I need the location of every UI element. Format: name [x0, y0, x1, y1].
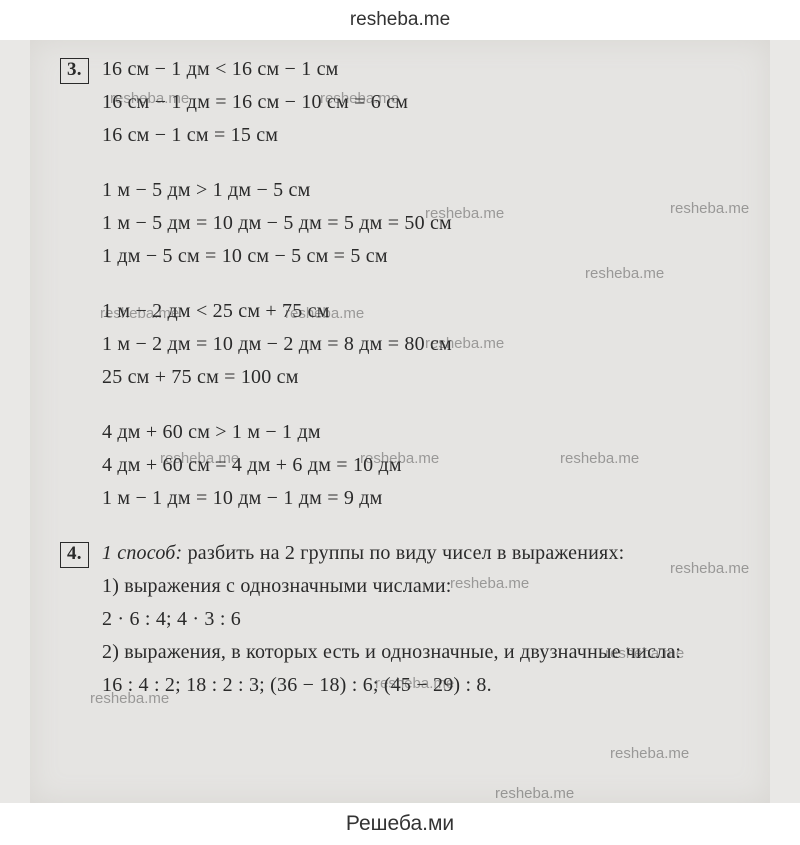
- header-bar: resheba.me: [0, 0, 800, 40]
- content-body: 3. 16 см − 1 дм < 16 см − 1 см 16 см − 1…: [60, 54, 740, 703]
- watermark-text: resheba.me: [610, 745, 689, 762]
- task4-p1-label: 1) выражения с однозначными числами:: [60, 571, 740, 602]
- task3-b4-l3: 1 м − 1 дм = 10 дм − 1 дм = 9 дм: [60, 483, 740, 514]
- task3-b1-l3: 16 см − 1 см = 15 см: [60, 120, 740, 151]
- task3-b4-l1: 4 дм + 60 см > 1 м − 1 дм: [60, 417, 740, 448]
- task3-b1-l1: 16 см − 1 дм < 16 см − 1 см: [102, 58, 339, 80]
- footer-site-text: Решеба.ми: [346, 812, 454, 835]
- gap: [60, 516, 740, 538]
- task3-b2-l3: 1 дм − 5 см = 10 см − 5 см = 5 см: [60, 241, 740, 272]
- task4-p1-expr: 2 · 6 : 4; 4 · 3 : 6: [60, 604, 740, 635]
- task3-b2-l2: 1 м − 5 дм = 10 дм − 5 дм = 5 дм = 50 см: [60, 208, 740, 239]
- task3-marker: 3.: [60, 58, 89, 84]
- task3-line1: 3. 16 см − 1 дм < 16 см − 1 см: [60, 54, 740, 85]
- page-root: resheba.me 3. 16 см − 1 дм < 16 см − 1 с…: [0, 0, 800, 845]
- gap: [60, 274, 740, 296]
- task3-b3-l1: 1 м − 2 дм < 25 см + 75 см: [60, 296, 740, 327]
- gap: [60, 153, 740, 175]
- task4-intro: 4. 1 способ: разбить на 2 группы по виду…: [60, 538, 740, 569]
- footer-bar: Решеба.ми: [0, 803, 800, 845]
- gap: [60, 395, 740, 417]
- header-site-text: resheba.me: [350, 9, 450, 30]
- task4-method-label: 1 способ:: [102, 542, 183, 564]
- scan-area: 3. 16 см − 1 дм < 16 см − 1 см 16 см − 1…: [30, 40, 770, 803]
- task4-p2-expr: 16 : 4 : 2; 18 : 2 : 3; (36 − 18) : 6; (…: [60, 670, 740, 701]
- task4-p2-label: 2) выражения, в которых есть и однозначн…: [60, 637, 740, 668]
- task4-intro-text: разбить на 2 группы по виду чисел в выра…: [182, 542, 624, 564]
- task3-b3-l3: 25 см + 75 см = 100 см: [60, 362, 740, 393]
- task4-marker: 4.: [60, 542, 89, 568]
- task3-b1-l2: 16 см − 1 дм = 16 см − 10 см = 6 см: [60, 87, 740, 118]
- task3-b4-l2: 4 дм + 60 см = 4 дм + 6 дм = 10 дм: [60, 450, 740, 481]
- task3-b3-l2: 1 м − 2 дм = 10 дм − 2 дм = 8 дм = 80 см: [60, 329, 740, 360]
- watermark-text: resheba.me: [495, 785, 574, 802]
- task3-b2-l1: 1 м − 5 дм > 1 дм − 5 см: [60, 175, 740, 206]
